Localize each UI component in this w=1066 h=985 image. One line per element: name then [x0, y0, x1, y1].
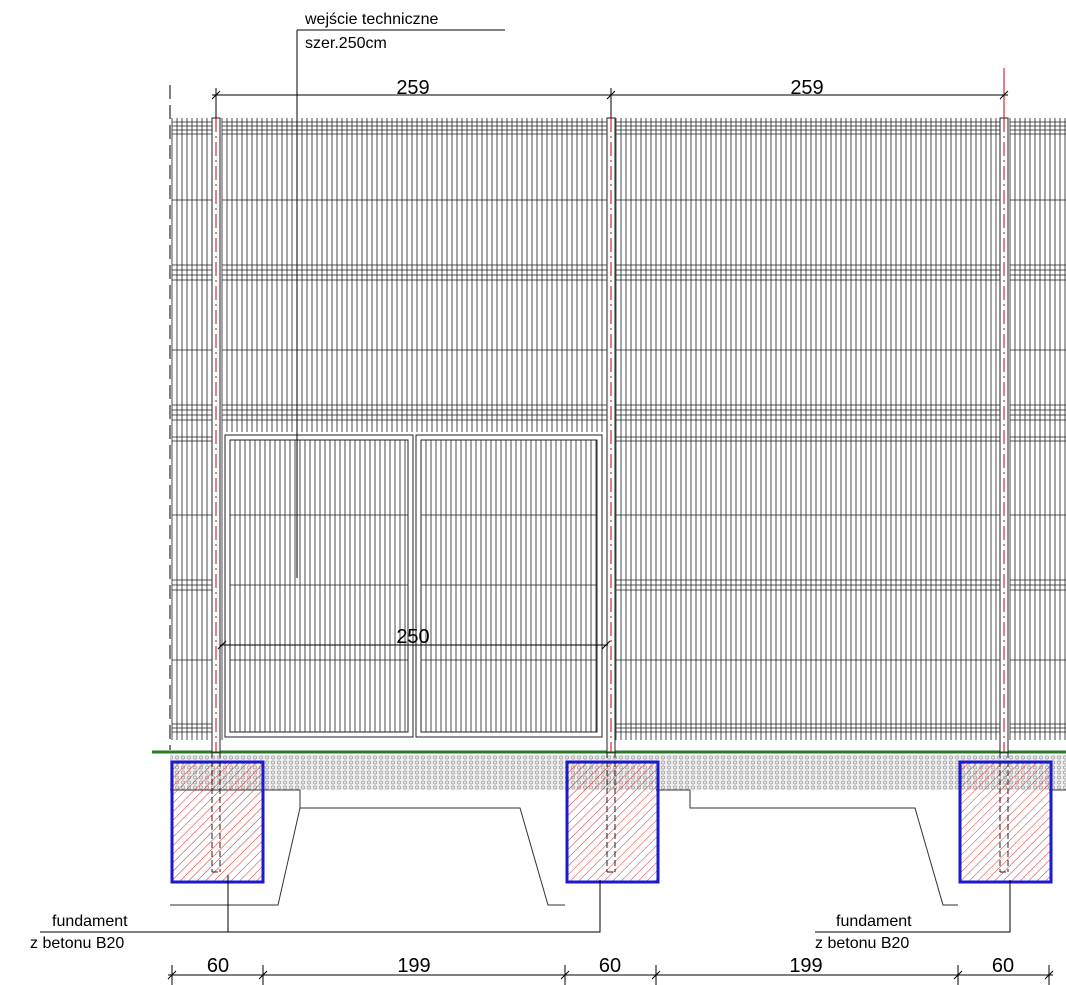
dimension-ticks: [217, 640, 611, 650]
foundations: [170, 760, 1053, 884]
dimension-text: 60: [207, 955, 229, 977]
gate: [224, 434, 603, 738]
foundation-fill: [960, 762, 1051, 882]
post-embedded: [606, 752, 616, 873]
fence-mesh: [171, 118, 1066, 740]
dimension-ticks: [211, 90, 1009, 100]
post-embedded: [999, 752, 1009, 873]
note-line: z betonu B20: [30, 935, 124, 952]
bottom-dimension: [167, 965, 1054, 985]
entrance-label: wejście techniczne: [304, 11, 439, 28]
note-line: z betonu B20: [815, 935, 909, 952]
entrance-width: szer.250cm: [305, 35, 387, 52]
gate-wires: [421, 440, 597, 732]
dimension-ticks: [167, 965, 1054, 985]
dimension-text: 199: [397, 955, 430, 977]
gate-wires: [230, 440, 408, 732]
note-line: fundament: [836, 913, 912, 930]
gate-dimension: [217, 640, 611, 650]
concrete-outline: [170, 789, 1066, 906]
gate-leaf-frame: [415, 434, 603, 738]
dimension-text: 60: [599, 955, 621, 977]
foundation: [170, 760, 265, 884]
dimension-text: 60: [992, 955, 1014, 977]
leader-line: [40, 875, 1011, 933]
foundation-fill: [172, 762, 263, 882]
gate-leaf-inner: [420, 439, 598, 733]
entrance-leader: [296, 29, 505, 578]
foundation-leaders: [40, 875, 1011, 933]
note-line: fundament: [52, 913, 128, 930]
foundation: [565, 760, 660, 884]
post-embedded: [211, 752, 221, 873]
foundation-fill: [567, 762, 658, 882]
dimension-text: 199: [789, 955, 822, 977]
foundation: [958, 760, 1053, 884]
dimension-text: 259: [396, 77, 429, 99]
gate-leaf-frame: [224, 434, 414, 738]
gate-leaf-inner: [229, 439, 409, 733]
dimension-text: 259: [790, 77, 823, 99]
mesh-wires: [171, 118, 1066, 740]
top-dimension: [211, 68, 1009, 118]
dimension-text: 250: [396, 626, 429, 648]
